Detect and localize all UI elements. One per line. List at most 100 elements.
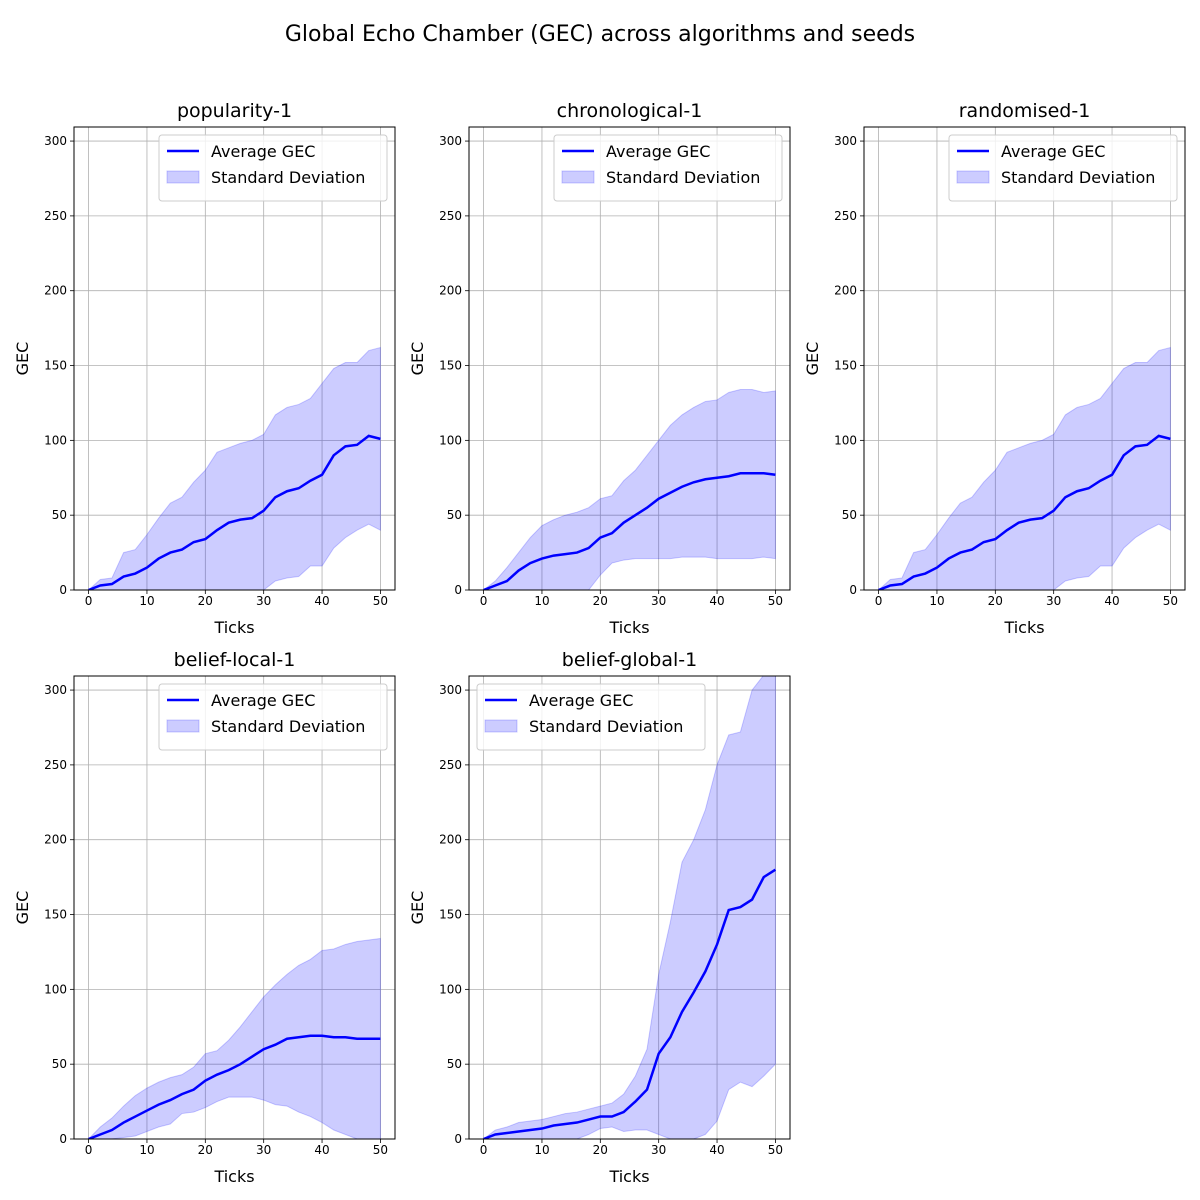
legend-label: Average GEC bbox=[606, 142, 710, 161]
axes-frame bbox=[468, 126, 791, 591]
subplot-title: belief-local-1 bbox=[174, 649, 296, 671]
legend-patch bbox=[561, 170, 595, 184]
legend-box bbox=[476, 683, 706, 751]
legend: Average GEC Standard Deviation bbox=[948, 134, 1178, 202]
mean-line bbox=[483, 868, 777, 1139]
subplot: 0 10 20 30 40 50 0 50 100 150 200 250 300 chronologic… bbox=[408, 100, 791, 637]
x-tick-label: 0 bbox=[85, 1143, 93, 1157]
y-tick-label: 300 bbox=[834, 134, 857, 148]
x-tick-label: 20 bbox=[593, 1143, 608, 1157]
x-tick-label: 0 bbox=[85, 594, 93, 608]
y-tick-label: 250 bbox=[834, 209, 857, 223]
x-tick-label: 20 bbox=[198, 1143, 213, 1157]
y-tick-label: 300 bbox=[44, 683, 67, 697]
std-band bbox=[482, 388, 776, 590]
mean-line bbox=[88, 434, 381, 590]
x-tick-label: 10 bbox=[534, 594, 549, 608]
y-tick-label: 150 bbox=[439, 359, 462, 373]
legend-label: Standard Deviation bbox=[211, 168, 365, 187]
subplot: 0 10 20 30 40 50 0 50 100 150 200 250 300 randomised-… bbox=[803, 100, 1186, 637]
std-band bbox=[87, 937, 381, 1139]
y-tick-label: 100 bbox=[44, 433, 67, 447]
x-tick-label: 40 bbox=[1104, 594, 1119, 608]
legend-label: Average GEC bbox=[529, 691, 633, 710]
x-tick-label: 20 bbox=[988, 594, 1003, 608]
y-tick-label: 100 bbox=[44, 982, 67, 996]
x-tick-label: 0 bbox=[480, 594, 488, 608]
subplot-title: chronological-1 bbox=[557, 100, 703, 122]
y-tick-label: 250 bbox=[439, 209, 462, 223]
x-tick-label: 30 bbox=[256, 1143, 271, 1157]
legend: Average GEC Standard Deviation bbox=[158, 683, 388, 751]
legend-patch bbox=[166, 170, 200, 184]
axes-frame bbox=[73, 675, 396, 1140]
x-tick-label: 50 bbox=[768, 1143, 783, 1157]
x-tick-label: 0 bbox=[875, 594, 883, 608]
x-tick-label: 30 bbox=[651, 594, 666, 608]
y-tick-label: 0 bbox=[454, 583, 462, 597]
y-tick-label: 250 bbox=[44, 758, 67, 772]
legend-patch bbox=[484, 719, 518, 733]
legend-patch bbox=[956, 170, 990, 184]
legend-label: Standard Deviation bbox=[1001, 168, 1155, 187]
y-tick-label: 100 bbox=[439, 982, 462, 996]
y-axis-label: GEC bbox=[803, 342, 822, 376]
legend-box bbox=[158, 683, 388, 751]
legend-label: Standard Deviation bbox=[211, 717, 365, 736]
x-tick-label: 20 bbox=[198, 594, 213, 608]
x-tick-label: 10 bbox=[534, 1143, 549, 1157]
y-tick-label: 50 bbox=[447, 508, 462, 522]
legend-patch bbox=[166, 719, 200, 733]
std-band bbox=[87, 346, 381, 590]
x-tick-label: 40 bbox=[314, 594, 329, 608]
x-axis-label: Ticks bbox=[213, 1167, 254, 1186]
x-tick-label: 40 bbox=[314, 1143, 329, 1157]
axes-frame bbox=[468, 675, 791, 1140]
x-tick-label: 10 bbox=[139, 594, 154, 608]
subplot-title: belief-global-1 bbox=[562, 649, 697, 671]
x-tick-label: 40 bbox=[709, 1143, 724, 1157]
y-tick-label: 200 bbox=[439, 284, 462, 298]
axes-frame bbox=[73, 126, 396, 591]
legend: Average GEC Standard Deviation bbox=[476, 683, 706, 751]
y-tick-label: 100 bbox=[439, 433, 462, 447]
x-tick-label: 10 bbox=[139, 1143, 154, 1157]
y-tick-label: 200 bbox=[439, 833, 462, 847]
x-tick-label: 30 bbox=[651, 1143, 666, 1157]
mean-line bbox=[878, 434, 1171, 590]
x-tick-label: 50 bbox=[768, 594, 783, 608]
x-tick-label: 0 bbox=[480, 1143, 488, 1157]
x-tick-label: 20 bbox=[593, 594, 608, 608]
y-tick-label: 200 bbox=[44, 833, 67, 847]
subplot: 0 10 20 30 40 50 0 50 100 150 200 250 300 belief-glob… bbox=[408, 649, 791, 1186]
y-tick-label: 50 bbox=[447, 1057, 462, 1071]
axes-frame bbox=[863, 126, 1186, 591]
x-tick-label: 30 bbox=[1046, 594, 1061, 608]
y-tick-label: 200 bbox=[834, 284, 857, 298]
x-tick-label: 50 bbox=[373, 1143, 388, 1157]
y-tick-label: 50 bbox=[842, 508, 857, 522]
subplot-title: randomised-1 bbox=[959, 100, 1091, 122]
legend-box bbox=[158, 134, 388, 202]
y-tick-label: 50 bbox=[52, 508, 67, 522]
y-tick-label: 200 bbox=[44, 284, 67, 298]
x-axis-label: Ticks bbox=[213, 618, 254, 637]
legend-label: Average GEC bbox=[211, 142, 315, 161]
y-axis-label: GEC bbox=[408, 891, 427, 925]
y-tick-label: 150 bbox=[834, 359, 857, 373]
legend-label: Average GEC bbox=[211, 691, 315, 710]
legend-box bbox=[553, 134, 783, 202]
x-axis-label: Ticks bbox=[608, 618, 649, 637]
y-tick-label: 300 bbox=[439, 134, 462, 148]
y-axis-label: GEC bbox=[13, 891, 32, 925]
y-tick-label: 150 bbox=[44, 359, 67, 373]
y-tick-label: 50 bbox=[52, 1057, 67, 1071]
legend-label: Standard Deviation bbox=[606, 168, 760, 187]
mean-line bbox=[88, 1034, 381, 1139]
x-tick-label: 30 bbox=[256, 594, 271, 608]
y-tick-label: 0 bbox=[59, 1132, 67, 1146]
y-tick-label: 300 bbox=[44, 134, 67, 148]
y-tick-label: 300 bbox=[439, 683, 462, 697]
y-tick-label: 250 bbox=[439, 758, 462, 772]
